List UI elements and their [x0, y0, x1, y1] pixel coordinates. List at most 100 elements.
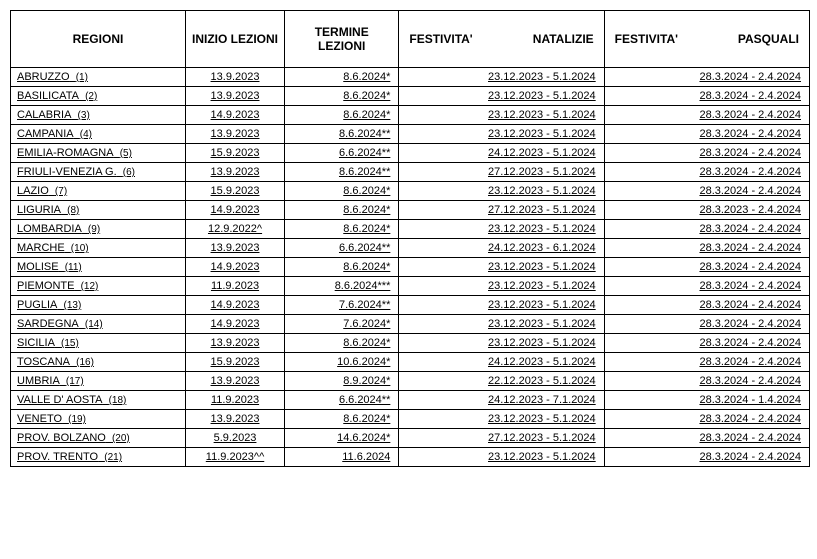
cell-inizio: 13.9.2023	[185, 125, 284, 144]
cell-region: MARCHE (10)	[11, 239, 186, 258]
region-name: MARCHE	[17, 242, 65, 254]
table-body: ABRUZZO (1)13.9.20238.6.2024*23.12.2023 …	[11, 68, 810, 467]
cell-pasqua: 28.3.2024 - 2.4.2024	[604, 163, 809, 182]
region-name: CAMPANIA	[17, 128, 74, 140]
region-name: SICILIA	[17, 337, 55, 349]
region-name: UMBRIA	[17, 375, 60, 387]
cell-termine: 8.6.2024***	[285, 277, 399, 296]
cell-inizio: 14.9.2023	[185, 201, 284, 220]
region-name: VENETO	[17, 413, 62, 425]
region-name: PUGLIA	[17, 299, 57, 311]
cell-region: EMILIA-ROMAGNA (5)	[11, 144, 186, 163]
cell-pasqua: 28.3.2024 - 1.4.2024	[604, 391, 809, 410]
region-name: TOSCANA	[17, 356, 70, 368]
cell-region: LAZIO (7)	[11, 182, 186, 201]
region-number: (18)	[109, 395, 127, 406]
cell-termine: 8.6.2024*	[285, 410, 399, 429]
cell-pasqua: 28.3.2023 - 2.4.2024	[604, 201, 809, 220]
cell-natale: 23.12.2023 - 5.1.2024	[399, 277, 604, 296]
cell-natale: 23.12.2023 - 5.1.2024	[399, 220, 604, 239]
table-header: REGIONIINIZIO LEZIONITERMINE LEZIONIFEST…	[11, 11, 810, 68]
region-number: (15)	[61, 338, 79, 349]
cell-pasqua: 28.3.2024 - 2.4.2024	[604, 239, 809, 258]
cell-inizio: 13.9.2023	[185, 372, 284, 391]
header-right: PASQUALI	[738, 32, 799, 46]
cell-natale: 23.12.2023 - 5.1.2024	[399, 410, 604, 429]
cell-pasqua: 28.3.2024 - 2.4.2024	[604, 410, 809, 429]
cell-termine: 8.6.2024**	[285, 125, 399, 144]
table-row: VENETO (19)13.9.20238.6.2024*23.12.2023 …	[11, 410, 810, 429]
cell-inizio: 5.9.2023	[185, 429, 284, 448]
cell-inizio: 15.9.2023	[185, 353, 284, 372]
cell-termine: 14.6.2024*	[285, 429, 399, 448]
cell-natale: 23.12.2023 - 5.1.2024	[399, 258, 604, 277]
cell-termine: 6.6.2024**	[285, 144, 399, 163]
cell-termine: 8.6.2024*	[285, 201, 399, 220]
cell-natale: 24.12.2023 - 5.1.2024	[399, 144, 604, 163]
region-number: (3)	[78, 110, 90, 121]
cell-natale: 27.12.2023 - 5.1.2024	[399, 201, 604, 220]
cell-region: PIEMONTE (12)	[11, 277, 186, 296]
cell-inizio: 15.9.2023	[185, 182, 284, 201]
cell-pasqua: 28.3.2024 - 2.4.2024	[604, 372, 809, 391]
cell-termine: 8.6.2024*	[285, 68, 399, 87]
region-name: BASILICATA	[17, 90, 79, 102]
cell-inizio: 13.9.2023	[185, 163, 284, 182]
cell-region: SARDEGNA (14)	[11, 315, 186, 334]
cell-termine: 11.6.2024	[285, 448, 399, 467]
cell-natale: 22.12.2023 - 5.1.2024	[399, 372, 604, 391]
cell-pasqua: 28.3.2024 - 2.4.2024	[604, 296, 809, 315]
cell-region: PUGLIA (13)	[11, 296, 186, 315]
region-number: (16)	[76, 357, 94, 368]
cell-region: TOSCANA (16)	[11, 353, 186, 372]
cell-inizio: 13.9.2023	[185, 68, 284, 87]
header-left: FESTIVITA'	[615, 32, 678, 46]
region-number: (2)	[85, 91, 97, 102]
cell-natale: 23.12.2023 - 5.1.2024	[399, 125, 604, 144]
region-name: LOMBARDIA	[17, 223, 82, 235]
cell-inizio: 12.9.2022^	[185, 220, 284, 239]
cell-natale: 27.12.2023 - 5.1.2024	[399, 429, 604, 448]
region-number: (11)	[65, 262, 82, 273]
cell-inizio: 13.9.2023	[185, 410, 284, 429]
table-row: TOSCANA (16)15.9.202310.6.2024*24.12.202…	[11, 353, 810, 372]
region-number: (7)	[55, 186, 67, 197]
region-name: LAZIO	[17, 185, 49, 197]
cell-region: SICILIA (15)	[11, 334, 186, 353]
table-row: CALABRIA (3)14.9.20238.6.2024*23.12.2023…	[11, 106, 810, 125]
cell-region: VENETO (19)	[11, 410, 186, 429]
table-row: EMILIA-ROMAGNA (5)15.9.20236.6.2024**24.…	[11, 144, 810, 163]
cell-inizio: 15.9.2023	[185, 144, 284, 163]
cell-region: CALABRIA (3)	[11, 106, 186, 125]
cell-region: PROV. TRENTO (21)	[11, 448, 186, 467]
cell-natale: 24.12.2023 - 5.1.2024	[399, 353, 604, 372]
region-number: (9)	[88, 224, 100, 235]
cell-region: CAMPANIA (4)	[11, 125, 186, 144]
table-row: PIEMONTE (12)11.9.20238.6.2024***23.12.2…	[11, 277, 810, 296]
cell-pasqua: 28.3.2024 - 2.4.2024	[604, 87, 809, 106]
cell-inizio: 14.9.2023	[185, 258, 284, 277]
split-header: FESTIVITA'NATALIZIE	[405, 32, 597, 46]
region-number: (19)	[68, 414, 86, 425]
cell-region: LIGURIA (8)	[11, 201, 186, 220]
table-row: PROV. BOLZANO (20)5.9.202314.6.2024*27.1…	[11, 429, 810, 448]
cell-natale: 23.12.2023 - 5.1.2024	[399, 315, 604, 334]
table-row: LIGURIA (8)14.9.20238.6.2024*27.12.2023 …	[11, 201, 810, 220]
cell-termine: 6.6.2024**	[285, 239, 399, 258]
region-number: (4)	[80, 129, 92, 140]
cell-termine: 8.6.2024*	[285, 334, 399, 353]
region-name: PROV. BOLZANO	[17, 432, 106, 444]
cell-inizio: 13.9.2023	[185, 239, 284, 258]
table-row: SICILIA (15)13.9.20238.6.2024*23.12.2023…	[11, 334, 810, 353]
table-row: PUGLIA (13)14.9.20237.6.2024**23.12.2023…	[11, 296, 810, 315]
cell-termine: 7.6.2024**	[285, 296, 399, 315]
school-calendar-table: REGIONIINIZIO LEZIONITERMINE LEZIONIFEST…	[10, 10, 810, 467]
region-number: (12)	[81, 281, 99, 292]
region-number: (14)	[85, 319, 103, 330]
cell-inizio: 11.9.2023	[185, 277, 284, 296]
region-number: (5)	[120, 148, 132, 159]
region-name: PROV. TRENTO	[17, 451, 98, 463]
table-row: SARDEGNA (14)14.9.20237.6.2024*23.12.202…	[11, 315, 810, 334]
column-header-4: FESTIVITA' PASQUALI	[604, 11, 809, 68]
table-row: PROV. TRENTO (21)11.9.2023^^11.6.202423.…	[11, 448, 810, 467]
